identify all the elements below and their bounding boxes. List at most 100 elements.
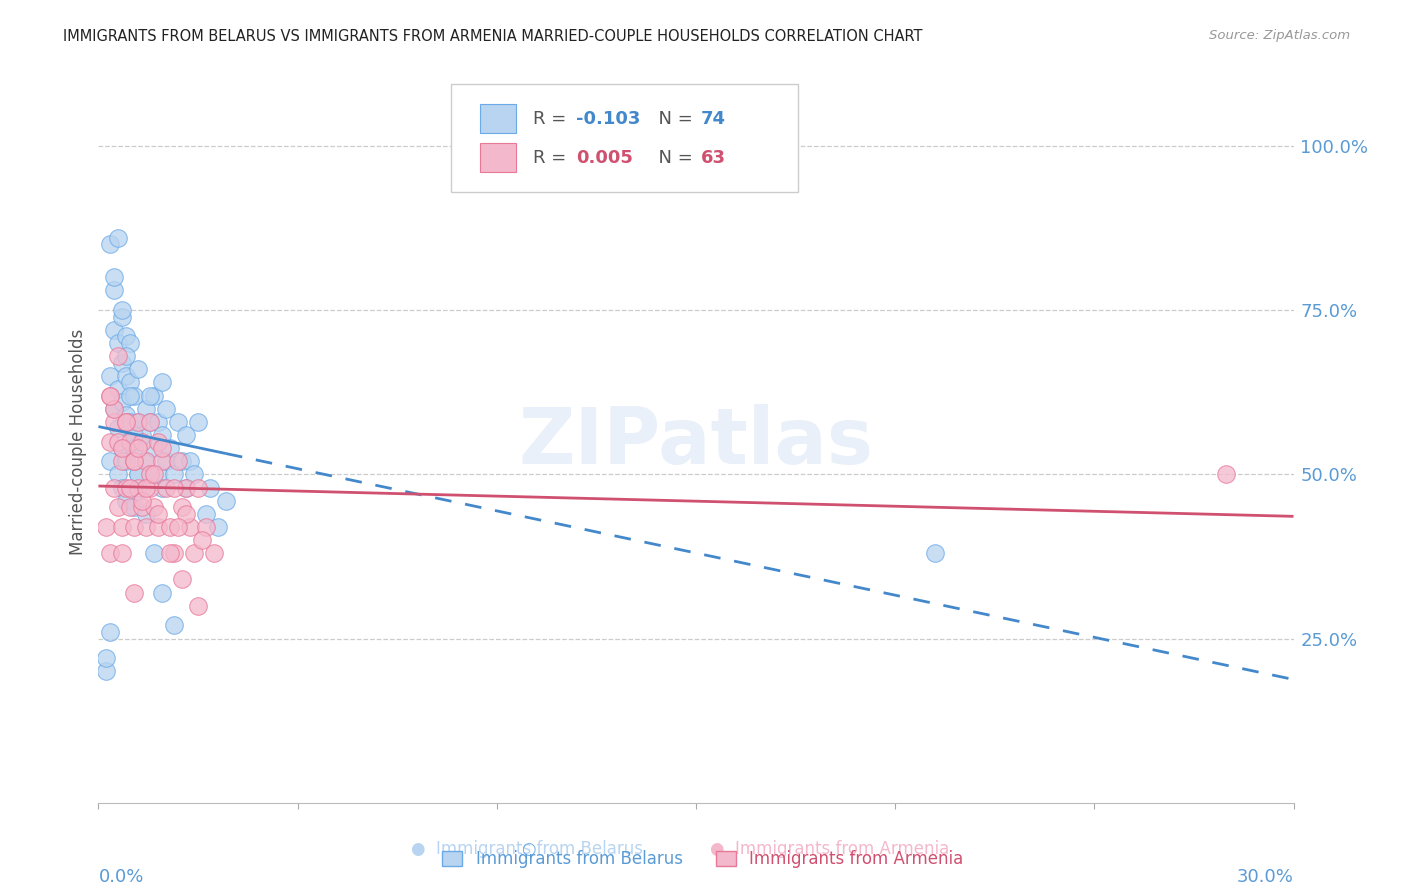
Point <box>124 500 146 515</box>
FancyBboxPatch shape <box>451 84 797 193</box>
Point <box>198 481 221 495</box>
Point <box>103 270 125 285</box>
Point <box>191 533 214 547</box>
Point <box>172 500 194 515</box>
Text: R =: R = <box>533 110 572 128</box>
Point <box>98 388 122 402</box>
Point <box>120 376 142 390</box>
Point <box>150 428 173 442</box>
Text: 63: 63 <box>700 149 725 167</box>
Point <box>124 388 146 402</box>
Point <box>924 546 946 560</box>
Point <box>163 467 186 482</box>
Point <box>124 520 146 534</box>
Point <box>148 507 170 521</box>
Point <box>111 395 134 409</box>
Point <box>120 434 142 449</box>
Point <box>187 481 209 495</box>
Point <box>96 665 118 679</box>
Point <box>148 415 170 429</box>
Point <box>96 651 118 665</box>
Point <box>107 349 129 363</box>
Point <box>103 401 125 416</box>
Point <box>98 546 122 560</box>
Point <box>155 401 177 416</box>
Point <box>111 481 134 495</box>
Point <box>111 356 134 370</box>
Point <box>120 415 142 429</box>
Point <box>174 481 197 495</box>
Text: -0.103: -0.103 <box>576 110 641 128</box>
Point <box>127 362 149 376</box>
Point <box>159 520 181 534</box>
Point <box>135 454 157 468</box>
Point <box>115 329 138 343</box>
Point <box>174 507 197 521</box>
Point <box>111 454 134 468</box>
Point <box>131 493 153 508</box>
Point <box>202 546 225 560</box>
Point <box>115 368 138 383</box>
Point <box>111 441 134 455</box>
Point <box>131 500 153 515</box>
Point <box>127 415 149 429</box>
Legend: Immigrants from Belarus, Immigrants from Armenia: Immigrants from Belarus, Immigrants from… <box>436 844 970 875</box>
Point <box>98 434 122 449</box>
FancyBboxPatch shape <box>479 104 516 133</box>
Point <box>150 585 173 599</box>
Point <box>115 415 138 429</box>
Point <box>139 467 162 482</box>
Point <box>163 618 186 632</box>
Point <box>172 454 194 468</box>
Text: ●  Immigrants from Belarus: ● Immigrants from Belarus <box>411 840 644 858</box>
Point <box>148 434 170 449</box>
Point <box>143 500 166 515</box>
Text: ○: ○ <box>522 840 536 858</box>
Point <box>139 388 162 402</box>
Point <box>98 388 122 402</box>
Point <box>107 421 129 435</box>
Point <box>179 520 201 534</box>
Point <box>115 493 138 508</box>
Point <box>127 467 149 482</box>
Point <box>139 415 162 429</box>
Point <box>187 415 209 429</box>
Point <box>167 520 190 534</box>
Point <box>139 415 162 429</box>
Point <box>163 546 186 560</box>
Point <box>159 441 181 455</box>
Point <box>107 434 129 449</box>
Point <box>135 481 157 495</box>
Point <box>187 599 209 613</box>
Point <box>183 467 205 482</box>
Point <box>124 434 146 449</box>
Point <box>120 500 142 515</box>
Point <box>111 310 134 324</box>
Point <box>103 415 125 429</box>
Point <box>135 454 157 468</box>
Point <box>135 520 157 534</box>
Point <box>115 481 138 495</box>
Point <box>124 585 146 599</box>
Point <box>167 415 190 429</box>
Point <box>115 349 138 363</box>
Point <box>120 388 142 402</box>
Text: IMMIGRANTS FROM BELARUS VS IMMIGRANTS FROM ARMENIA MARRIED-COUPLE HOUSEHOLDS COR: IMMIGRANTS FROM BELARUS VS IMMIGRANTS FR… <box>63 29 922 44</box>
Text: Source: ZipAtlas.com: Source: ZipAtlas.com <box>1209 29 1350 42</box>
Point <box>103 481 125 495</box>
Point <box>98 237 122 252</box>
Point <box>131 481 153 495</box>
Point <box>159 546 181 560</box>
FancyBboxPatch shape <box>479 143 516 172</box>
Point <box>143 441 166 455</box>
Point <box>150 441 173 455</box>
Point <box>215 493 238 508</box>
Point <box>148 520 170 534</box>
Point <box>174 428 197 442</box>
Y-axis label: Married-couple Households: Married-couple Households <box>69 328 87 555</box>
Point <box>107 467 129 482</box>
Point <box>107 382 129 396</box>
Point <box>139 467 162 482</box>
Text: N =: N = <box>647 149 699 167</box>
Point <box>135 507 157 521</box>
